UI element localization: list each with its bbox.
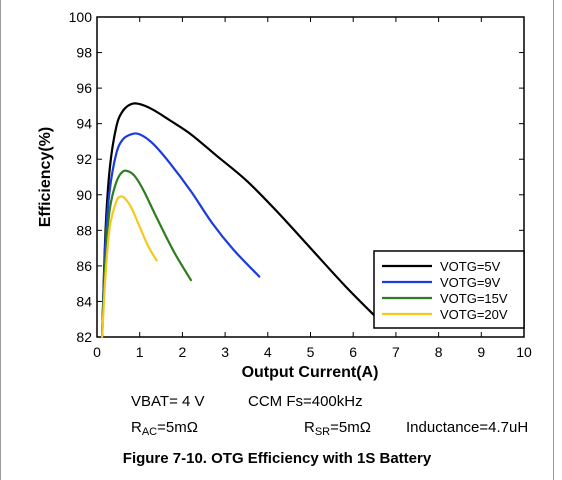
y-tick-label: 100 bbox=[69, 9, 93, 25]
y-tick-label: 98 bbox=[76, 45, 92, 61]
condition-inductance: Inductance=4.7uH bbox=[406, 419, 529, 436]
y-tick-label: 88 bbox=[76, 222, 92, 238]
series-line-1 bbox=[101, 102, 376, 339]
legend-label-1: VOTG=5V bbox=[440, 259, 501, 274]
rac-value: =5mΩ bbox=[157, 419, 198, 436]
y-tick-label: 84 bbox=[76, 293, 92, 309]
x-tick-label: 6 bbox=[349, 344, 357, 360]
rsr-label: R bbox=[304, 419, 315, 436]
rsr-subscript: SR bbox=[314, 426, 331, 438]
legend-label-2: VOTG=9V bbox=[440, 275, 501, 290]
y-tick-label: 90 bbox=[76, 187, 92, 203]
series-line-3 bbox=[101, 169, 193, 339]
rac-label: R bbox=[131, 419, 142, 436]
series-layer bbox=[101, 102, 376, 339]
y-tick-label: 86 bbox=[76, 258, 92, 274]
condition-vbat: VBAT= 4 V bbox=[131, 393, 205, 410]
x-tick-label: 8 bbox=[435, 344, 443, 360]
x-tick-label: 5 bbox=[307, 344, 315, 360]
page-border-left bbox=[0, 0, 1, 480]
efficiency-chart: 0 1 2 3 4 5 6 7 8 9 10 82 84 86 88 90 92 94 96 98 100 VOTG=5… bbox=[37, 9, 532, 381]
figure-caption: Figure 7-10. OTG Efficiency with 1S Batt… bbox=[122, 450, 432, 467]
y-tick-label: 94 bbox=[76, 116, 92, 132]
x-tick-label: 10 bbox=[516, 344, 532, 360]
series-line-4 bbox=[101, 195, 158, 339]
y-axis-title: Efficiency(%) bbox=[37, 127, 54, 227]
condition-rac: RAC=5mΩ bbox=[131, 419, 198, 438]
x-tick-label: 0 bbox=[93, 344, 101, 360]
page-border-right bbox=[553, 0, 554, 480]
y-tick-label: 96 bbox=[76, 80, 92, 96]
x-tick-label: 7 bbox=[392, 344, 400, 360]
condition-rsr: RSR=5mΩ bbox=[304, 419, 371, 438]
x-tick-label: 2 bbox=[179, 344, 187, 360]
x-tick-label: 9 bbox=[477, 344, 485, 360]
y-tick-label: 92 bbox=[76, 151, 92, 167]
condition-ccm: CCM Fs=400kHz bbox=[248, 393, 363, 410]
x-tick-label: 3 bbox=[221, 344, 229, 360]
legend-box bbox=[373, 250, 525, 329]
axes: 0 1 2 3 4 5 6 7 8 9 10 82 84 86 88 90 92 94 96 98 100 bbox=[69, 9, 532, 360]
y-tick-label: 82 bbox=[76, 329, 92, 345]
x-tick-label: 4 bbox=[264, 344, 272, 360]
series-line-2 bbox=[101, 132, 261, 339]
rsr-value: =5mΩ bbox=[330, 419, 371, 436]
legend-label-3: VOTG=15V bbox=[440, 291, 508, 306]
rac-subscript: AC bbox=[141, 426, 158, 438]
legend-label-4: VOTG=20V bbox=[440, 307, 508, 322]
x-tick-label: 1 bbox=[136, 344, 144, 360]
x-axis-title: Output Current(A) bbox=[242, 364, 379, 381]
